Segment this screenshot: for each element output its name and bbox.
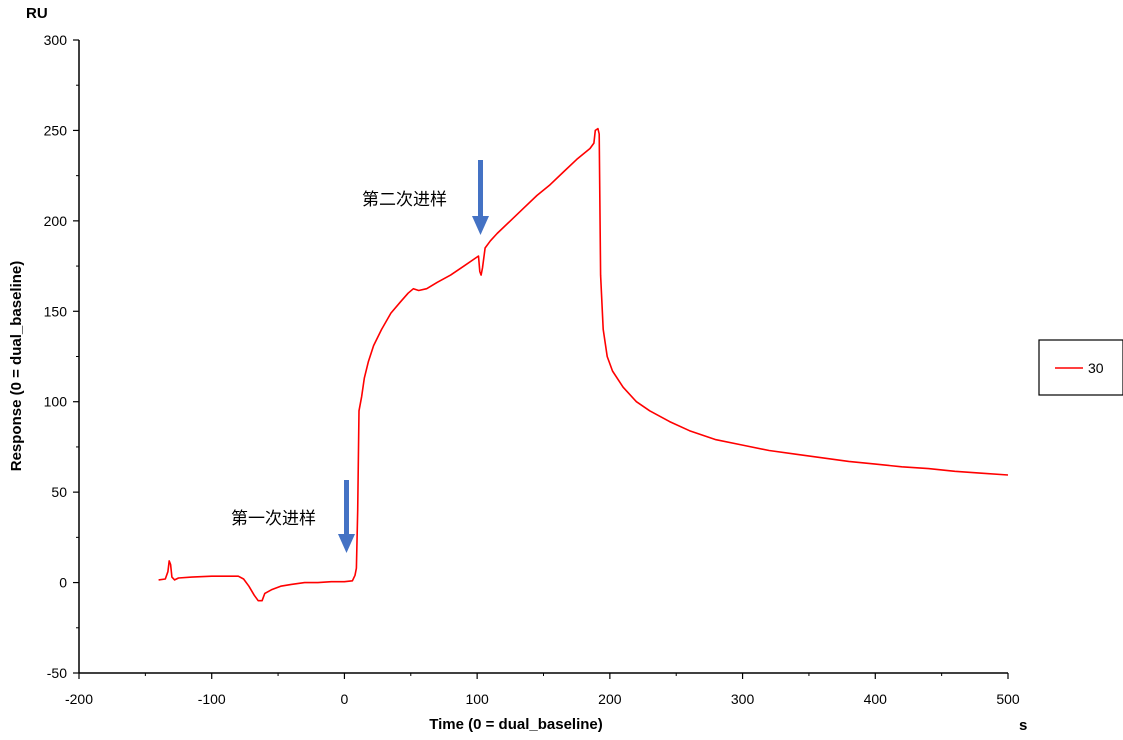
- legend: 30: [1038, 339, 1123, 396]
- y-tick-label: 100: [44, 394, 68, 410]
- annotation-label: 第一次进样: [231, 509, 316, 529]
- y-ticks: -50 0 50 100 150 200 250 300: [44, 32, 79, 681]
- x-tick-label: -200: [65, 691, 93, 707]
- x-tick-label: -100: [198, 691, 226, 707]
- y-tick-label: 50: [51, 484, 67, 500]
- x-ticks: -200 -100 0 100 200 300 400 500: [65, 673, 1020, 707]
- x-tick-label: 400: [864, 691, 888, 707]
- y-axis-title: Response (0 = dual_baseline): [8, 261, 25, 472]
- x-tick-label: 500: [996, 691, 1020, 707]
- x-tick-label: 200: [598, 691, 622, 707]
- x-tick-label: 0: [341, 691, 349, 707]
- annotation-arrow-head: [472, 216, 489, 235]
- series-line-30: [158, 127, 1009, 602]
- legend-entry: 30: [1088, 360, 1104, 376]
- x-axis-title: Time (0 = dual_baseline): [429, 716, 603, 733]
- annotation-second-injection: 第二次进样: [362, 160, 489, 235]
- annotation-first-injection: 第一次进样: [231, 480, 355, 553]
- y-tick-label: 150: [44, 303, 68, 319]
- y-tick-label: 300: [44, 32, 68, 48]
- annotation-arrow-shaft: [344, 480, 349, 536]
- y-unit-label: RU: [26, 5, 48, 22]
- x-tick-label: 300: [731, 691, 755, 707]
- y-tick-label: -50: [47, 665, 67, 681]
- y-tick-label: 0: [59, 575, 67, 591]
- annotation-arrow-head: [338, 534, 355, 553]
- annotation-arrow-shaft: [478, 160, 483, 218]
- y-tick-label: 250: [44, 122, 68, 138]
- x-tick-label: 100: [465, 691, 489, 707]
- x-unit-label: s: [1019, 717, 1027, 734]
- y-tick-label: 200: [44, 213, 68, 229]
- annotation-label: 第二次进样: [362, 190, 447, 210]
